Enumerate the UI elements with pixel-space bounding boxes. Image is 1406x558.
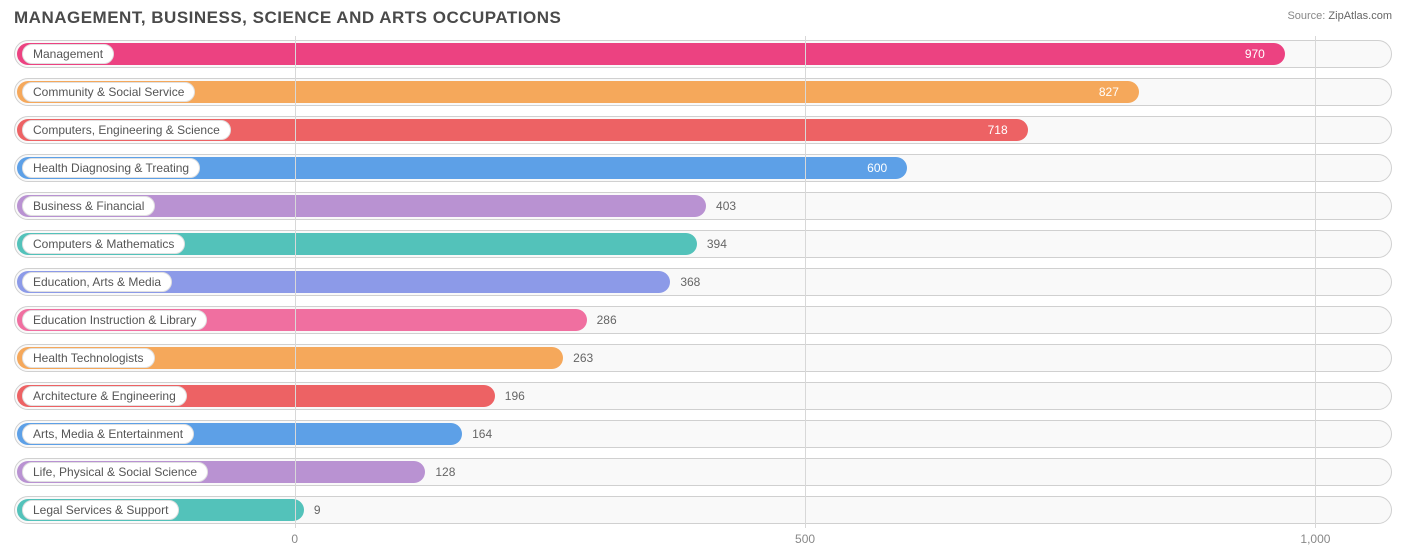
bar-value-label: 394	[707, 230, 727, 258]
bar-row: Arts, Media & Entertainment 164	[14, 420, 1392, 448]
bar-value-label: 600	[867, 154, 887, 182]
bar-category-label: Legal Services & Support	[22, 500, 179, 520]
bar-value-label: 718	[988, 116, 1008, 144]
bar-value-label: 9	[314, 496, 321, 524]
bar-value-label: 403	[716, 192, 736, 220]
bar-category-label: Health Diagnosing & Treating	[22, 158, 200, 178]
bar-category-label: Life, Physical & Social Science	[22, 462, 208, 482]
chart-container: MANAGEMENT, BUSINESS, SCIENCE AND ARTS O…	[0, 0, 1406, 558]
plot-area: Management 970 Community & Social Service 8…	[14, 36, 1392, 528]
bar-value-label: 196	[505, 382, 525, 410]
bar-row: Health Technologists 263	[14, 344, 1392, 372]
bar-category-label: Business & Financial	[22, 196, 155, 216]
source-attribution: Source: ZipAtlas.com	[1287, 10, 1392, 22]
bar-row: Computers & Mathematics 394	[14, 230, 1392, 258]
bar-category-label: Computers, Engineering & Science	[22, 120, 231, 140]
bar-row: Legal Services & Support 9	[14, 496, 1392, 524]
bar-value-label: 970	[1245, 40, 1265, 68]
gridline	[1315, 36, 1316, 528]
bar-value-label: 368	[680, 268, 700, 296]
bar-fill	[17, 43, 1285, 65]
bar-value-label: 827	[1099, 78, 1119, 106]
bar-category-label: Computers & Mathematics	[22, 234, 185, 254]
bar-row: Community & Social Service 827	[14, 78, 1392, 106]
bars-group: Management 970 Community & Social Service 8…	[14, 40, 1392, 524]
gridline	[295, 36, 296, 528]
bar-category-label: Management	[22, 44, 114, 64]
bar-value-label: 263	[573, 344, 593, 372]
gridline	[805, 36, 806, 528]
chart-title: MANAGEMENT, BUSINESS, SCIENCE AND ARTS O…	[14, 8, 561, 28]
bar-row: Education, Arts & Media 368	[14, 268, 1392, 296]
bar-category-label: Architecture & Engineering	[22, 386, 187, 406]
source-value: ZipAtlas.com	[1328, 10, 1392, 22]
bar-row: Business & Financial 403	[14, 192, 1392, 220]
bar-row: Architecture & Engineering 196	[14, 382, 1392, 410]
bar-row: Management 970	[14, 40, 1392, 68]
x-tick-label: 500	[795, 532, 815, 546]
bar-category-label: Arts, Media & Entertainment	[22, 424, 194, 444]
bar-category-label: Education Instruction & Library	[22, 310, 207, 330]
bar-category-label: Community & Social Service	[22, 82, 195, 102]
bar-row: Education Instruction & Library 286	[14, 306, 1392, 334]
x-tick-label: 1,000	[1300, 532, 1330, 546]
bar-category-label: Education, Arts & Media	[22, 272, 172, 292]
bar-value-label: 164	[472, 420, 492, 448]
x-tick-label: 0	[291, 532, 298, 546]
x-axis: 0 500 1,000	[14, 532, 1392, 550]
bar-category-label: Health Technologists	[22, 348, 155, 368]
bar-value-label: 286	[597, 306, 617, 334]
source-label: Source:	[1287, 10, 1325, 22]
bar-row: Health Diagnosing & Treating 600	[14, 154, 1392, 182]
bar-row: Computers, Engineering & Science 718	[14, 116, 1392, 144]
bar-row: Life, Physical & Social Science 128	[14, 458, 1392, 486]
bar-value-label: 128	[435, 458, 455, 486]
